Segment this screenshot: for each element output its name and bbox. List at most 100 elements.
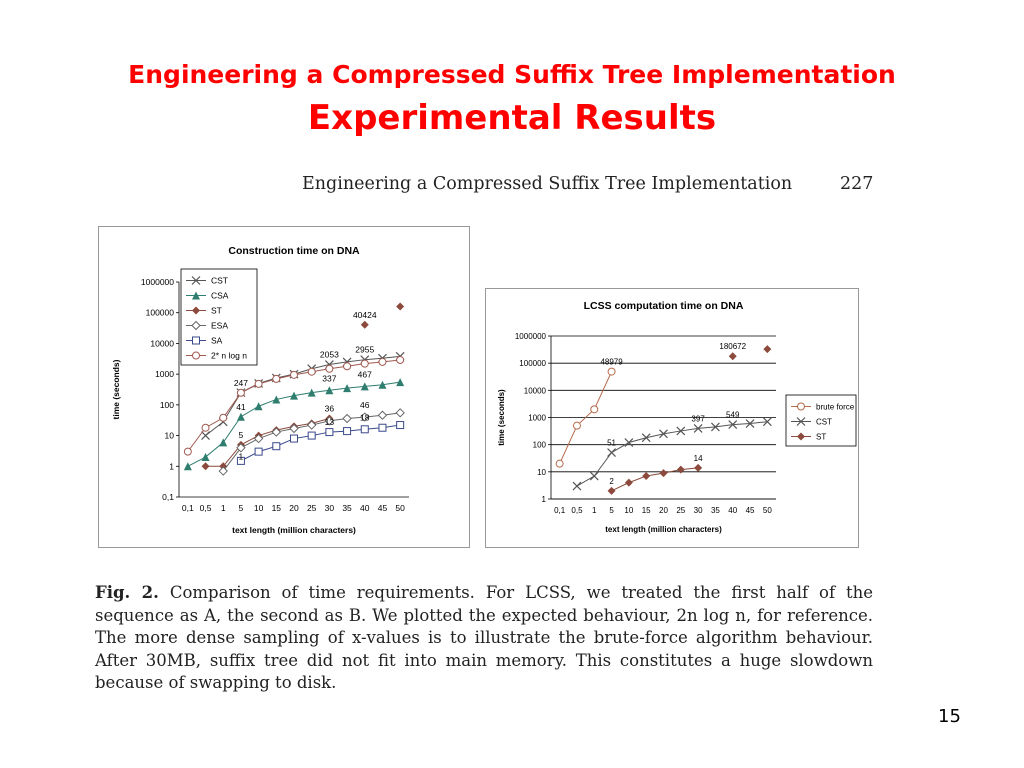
data-point: [555, 459, 564, 468]
data-point: [324, 416, 335, 426]
data-point: [219, 413, 228, 422]
slide-number: 15: [938, 706, 961, 727]
data-point: [236, 388, 245, 397]
data-point: [290, 370, 298, 379]
data-point: [218, 466, 228, 476]
legend-item: ST: [791, 432, 826, 442]
data-point: [641, 433, 651, 443]
data-point: [396, 302, 405, 311]
paper-page-number: 227: [840, 174, 874, 194]
data-point: [572, 421, 581, 430]
data-point: [272, 442, 281, 451]
data-point: [307, 367, 316, 376]
data-point: [201, 453, 210, 462]
data-point: [271, 427, 282, 437]
data-point: [183, 462, 192, 471]
legend-item: CST: [791, 417, 832, 427]
series-brute-force: [555, 367, 616, 468]
chart-title: Construction time on DNA: [228, 245, 360, 257]
data-point: [659, 429, 668, 439]
data-point: [728, 420, 738, 429]
series-line: [559, 371, 613, 464]
data-point: [325, 428, 334, 437]
series-line: [611, 467, 699, 492]
x-tick-label: 5: [239, 503, 244, 513]
x-tick-label: 40: [360, 503, 370, 513]
y-tick-label: 1000000: [515, 332, 547, 341]
data-label: 36: [325, 403, 335, 413]
data-label: 48979: [600, 358, 623, 367]
data-point: [694, 463, 703, 472]
legend-item: ESA: [186, 321, 228, 331]
data-point: [745, 419, 755, 428]
legend-box: [785, 394, 857, 447]
data-point: [762, 417, 772, 427]
y-tick-label: 100000: [146, 308, 175, 318]
y-tick-label: 1000: [528, 414, 546, 423]
x-axis-label: text length (million characters): [605, 525, 722, 534]
data-point: [360, 425, 369, 434]
legend-box: [180, 268, 258, 366]
x-tick-label: 45: [746, 506, 755, 515]
y-tick-label: 10: [537, 468, 546, 477]
figure-caption: Fig. 2. Comparison of time requirements.…: [95, 582, 873, 695]
y-axis-label: time (seconds): [111, 359, 121, 419]
data-point: [307, 388, 316, 397]
slide-title: Engineering a Compressed Suffix Tree Imp…: [128, 60, 896, 89]
legend-label: brute force: [816, 403, 855, 412]
data-point: [343, 384, 352, 393]
data-point: [290, 391, 298, 400]
data-label: 337: [322, 374, 336, 384]
legend-marker: [192, 351, 200, 360]
figure-caption-label: Fig. 2.: [95, 583, 159, 602]
data-label: 46: [360, 400, 370, 410]
lcss-time-chart-svg: LCSS computation time on DNA110100100010…: [497, 300, 857, 534]
y-tick-label: 0,1: [162, 492, 174, 502]
x-tick-label: 0,1: [554, 506, 566, 515]
data-point: [306, 420, 317, 430]
x-tick-label: 30: [325, 503, 335, 513]
data-point: [396, 355, 405, 364]
legend-label: CST: [816, 418, 832, 427]
x-tick-label: 50: [395, 503, 405, 513]
legend: brute force CST ST: [785, 394, 857, 447]
data-label: 2053: [320, 350, 339, 360]
y-tick-label: 10000: [150, 338, 174, 348]
data-point: [607, 367, 616, 376]
data-point: [236, 456, 245, 465]
data-point: [728, 352, 737, 361]
legend-label: SA: [211, 336, 223, 346]
legend-marker: [192, 306, 200, 315]
y-tick-label: 10: [165, 431, 175, 441]
construction-time-chart: Construction time on DNA 0,1 1 10 100 1000 100…: [98, 226, 470, 548]
legend-item: SA: [186, 336, 223, 346]
data-label: 14: [694, 454, 703, 463]
data-point: [219, 438, 228, 447]
data-point: [396, 421, 405, 430]
legend-marker: [797, 432, 805, 441]
series-st: [607, 345, 772, 495]
data-point: [360, 359, 369, 368]
data-label: 247: [234, 378, 248, 388]
data-point: [589, 471, 599, 481]
legend-item: CSA: [186, 291, 229, 301]
legend-label: CST: [211, 276, 228, 286]
data-point: [201, 423, 210, 432]
legend: CST CSA ST ESA SA 2* n log n: [180, 268, 258, 366]
data-point: [395, 408, 405, 418]
data-point: [607, 448, 617, 458]
x-tick-label: 35: [342, 503, 352, 513]
data-point: [377, 410, 388, 420]
data-point: [624, 438, 634, 447]
legend-item: ST: [186, 306, 222, 316]
x-tick-label: 10: [254, 503, 264, 513]
y-tick-label: 1: [169, 461, 174, 471]
data-point: [360, 320, 369, 329]
series-esa: [218, 408, 405, 476]
legend-item: CST: [186, 276, 228, 286]
legend-marker: [797, 402, 805, 411]
x-tick-label: 50: [763, 506, 772, 515]
data-point: [254, 447, 263, 456]
data-point: [343, 362, 352, 371]
series-line: [576, 421, 768, 487]
